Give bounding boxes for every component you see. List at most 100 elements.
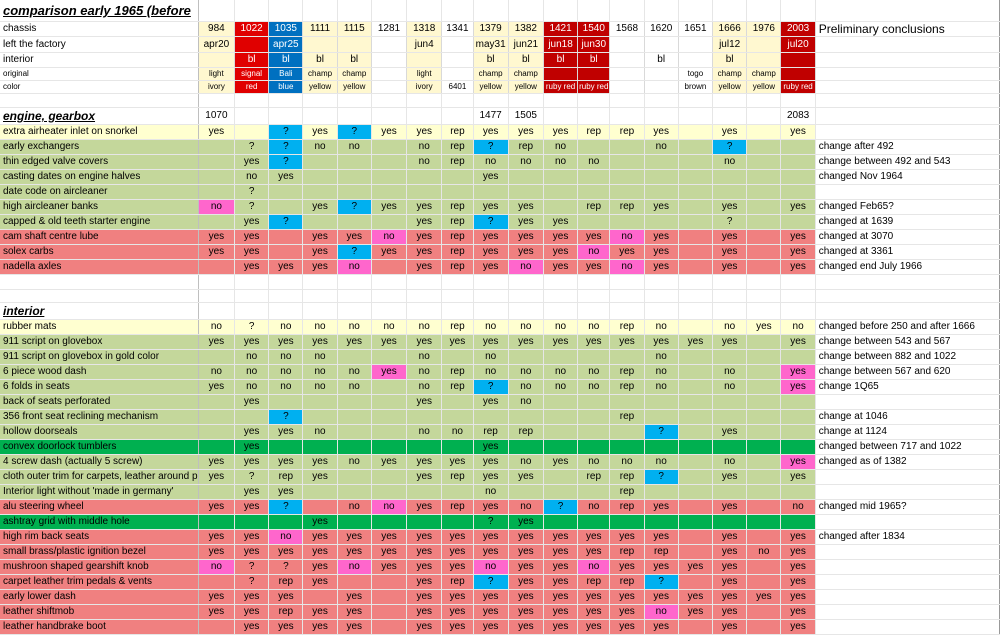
spacer-3-c5[interactable] xyxy=(371,289,408,303)
feature-cell-1281[interactable]: no xyxy=(371,319,408,335)
header-1115-color[interactable]: yellow xyxy=(337,80,372,94)
spacer-3-c9[interactable] xyxy=(508,289,544,303)
header-1341-interior[interactable] xyxy=(441,52,474,68)
feature-cell-1382[interactable] xyxy=(508,169,544,185)
feature-cell-1568[interactable] xyxy=(609,439,645,455)
feature-cell-1540[interactable]: yes xyxy=(577,334,611,350)
feature-cell-1568[interactable] xyxy=(609,349,645,365)
title-blank-17[interactable] xyxy=(780,0,816,22)
feature-cell-1341[interactable]: yes xyxy=(441,529,474,545)
feature-cell-2003[interactable]: yes xyxy=(780,454,816,470)
feature-cell-1318[interactable] xyxy=(406,409,443,425)
header-1022-interior[interactable]: bl xyxy=(234,52,270,68)
header-1666-interior[interactable]: bl xyxy=(712,52,748,68)
feature-cell-1568[interactable] xyxy=(609,154,645,170)
feature-cell-1035[interactable]: yes xyxy=(268,484,304,500)
feature-cell-1666[interactable]: no xyxy=(712,379,748,395)
feature-cell-1421[interactable]: yes xyxy=(543,124,579,140)
feature-cell-984[interactable] xyxy=(198,574,236,590)
feature-cell-1568[interactable]: rep xyxy=(609,544,645,560)
feature-cell-1620[interactable]: ? xyxy=(644,469,679,485)
section-1-value-6[interactable] xyxy=(406,302,443,320)
feature-cell-1281[interactable] xyxy=(371,514,408,530)
feature-cell-2003[interactable] xyxy=(780,484,816,500)
feature-cell-1341[interactable] xyxy=(441,169,474,185)
spacer-1-c1[interactable] xyxy=(234,93,270,108)
header-1568-left_factory[interactable] xyxy=(609,36,645,53)
feature-cell-1976[interactable] xyxy=(746,124,782,140)
header-984-interior[interactable] xyxy=(198,52,236,68)
spacer-3-concl[interactable] xyxy=(815,289,1000,303)
feature-cell-1379[interactable]: yes xyxy=(473,529,509,545)
conclusions-header-blank[interactable] xyxy=(815,52,1000,68)
feature-cell-1666[interactable]: yes xyxy=(712,604,748,620)
spacer-2-c13[interactable] xyxy=(644,274,679,290)
feature-cell-1341[interactable]: yes xyxy=(441,589,474,605)
feature-cell-1568[interactable]: yes xyxy=(609,529,645,545)
section-0-value-0[interactable]: 1070 xyxy=(198,107,236,125)
feature-cell-1620[interactable]: yes xyxy=(644,334,679,350)
feature-cell-1540[interactable]: no xyxy=(577,379,611,395)
spacer-3-c10[interactable] xyxy=(543,289,579,303)
feature-cell-1111[interactable]: no xyxy=(302,349,338,365)
feature-cell-1035[interactable]: yes xyxy=(268,259,304,275)
feature-label[interactable]: convex doorlock tumblers xyxy=(0,439,199,455)
feature-cell-984[interactable]: yes xyxy=(198,334,236,350)
feature-cell-1620[interactable]: ? xyxy=(644,574,679,590)
section-1-value-2[interactable] xyxy=(268,302,304,320)
feature-cell-2003[interactable] xyxy=(780,154,816,170)
header-1341-chassis[interactable]: 1341 xyxy=(441,21,474,37)
feature-cell-984[interactable] xyxy=(198,139,236,155)
feature-cell-1540[interactable]: no xyxy=(577,559,611,575)
section-0-value-11[interactable] xyxy=(577,107,611,125)
feature-cell-1115[interactable]: yes xyxy=(337,334,372,350)
spacer-2-c14[interactable] xyxy=(678,274,714,290)
feature-cell-1035[interactable] xyxy=(268,439,304,455)
spacer-2-c2[interactable] xyxy=(268,274,304,290)
feature-cell-1115[interactable]: no xyxy=(337,259,372,275)
conclusion-text[interactable] xyxy=(815,574,1000,590)
spacer-2-c15[interactable] xyxy=(712,274,748,290)
spacer-1-c5[interactable] xyxy=(371,93,408,108)
feature-cell-1421[interactable]: no xyxy=(543,154,579,170)
spacer-2-label[interactable] xyxy=(0,274,199,290)
feature-cell-1379[interactable]: yes xyxy=(473,589,509,605)
feature-cell-1976[interactable] xyxy=(746,499,782,515)
feature-cell-1115[interactable]: no xyxy=(337,364,372,380)
feature-cell-1379[interactable]: yes xyxy=(473,229,509,245)
feature-cell-1115[interactable]: no xyxy=(337,379,372,395)
feature-cell-1976[interactable] xyxy=(746,244,782,260)
feature-cell-1341[interactable] xyxy=(441,184,474,200)
feature-cell-1379[interactable]: no xyxy=(473,364,509,380)
feature-cell-1341[interactable]: yes xyxy=(441,454,474,470)
header-1651-left_factory[interactable] xyxy=(678,36,714,53)
section-1-value-8[interactable] xyxy=(473,302,509,320)
feature-cell-984[interactable]: yes xyxy=(198,529,236,545)
feature-label[interactable]: nadella axles xyxy=(0,259,199,275)
feature-label[interactable]: cloth outer trim for carpets, leather ar… xyxy=(0,469,199,485)
feature-cell-1382[interactable]: yes xyxy=(508,529,544,545)
conclusion-text[interactable]: changed mid 1965? xyxy=(815,499,1000,515)
feature-cell-1421[interactable]: no xyxy=(543,379,579,395)
feature-cell-1115[interactable] xyxy=(337,514,372,530)
feature-cell-2003[interactable]: no xyxy=(780,319,816,335)
feature-cell-1540[interactable]: no xyxy=(577,154,611,170)
section-1-concl-blank[interactable] xyxy=(815,302,1000,320)
feature-cell-1421[interactable] xyxy=(543,394,579,410)
feature-cell-1976[interactable]: no xyxy=(746,544,782,560)
feature-cell-1568[interactable]: yes xyxy=(609,244,645,260)
feature-cell-1976[interactable] xyxy=(746,184,782,200)
feature-cell-1382[interactable]: no xyxy=(508,319,544,335)
feature-cell-1379[interactable]: yes xyxy=(473,334,509,350)
feature-cell-1976[interactable] xyxy=(746,469,782,485)
header-1318-original[interactable]: light xyxy=(406,67,443,81)
feature-cell-1379[interactable]: yes xyxy=(473,244,509,260)
feature-cell-1666[interactable]: ? xyxy=(712,139,748,155)
feature-cell-1341[interactable]: yes xyxy=(441,619,474,635)
feature-cell-1035[interactable] xyxy=(268,184,304,200)
header-1976-interior[interactable] xyxy=(746,52,782,68)
feature-cell-1651[interactable] xyxy=(678,394,714,410)
feature-cell-1379[interactable]: no xyxy=(473,349,509,365)
feature-cell-1115[interactable]: ? xyxy=(337,244,372,260)
spacer-1-c7[interactable] xyxy=(441,93,474,108)
